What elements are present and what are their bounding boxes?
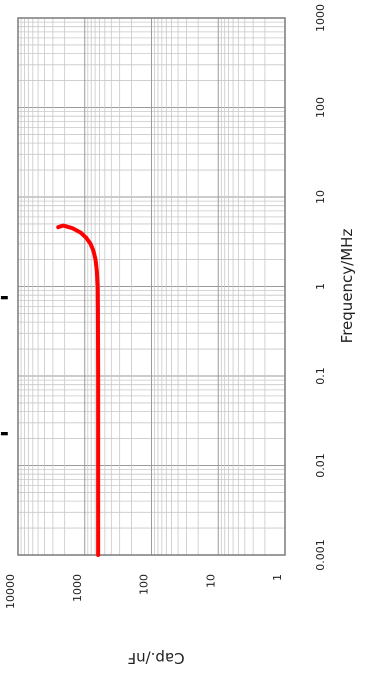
y-tick-label: 1 bbox=[271, 574, 284, 581]
plot-frame bbox=[17, 17, 286, 556]
x-tick-label: 0.1 bbox=[314, 367, 327, 385]
x-axis-title: Frequency/MHz bbox=[338, 229, 356, 344]
y-tick-label: 10000 bbox=[4, 574, 17, 609]
x-tick-label: 100 bbox=[314, 97, 327, 118]
x-tick-label: 0.01 bbox=[314, 453, 327, 478]
x-tick-label: 1 bbox=[314, 283, 327, 290]
left-marker-1: ▬ bbox=[0, 293, 9, 303]
y-tick-label: 10 bbox=[204, 574, 217, 588]
y-tick-label: 100 bbox=[138, 574, 151, 595]
left-marker-2: ▬ bbox=[0, 429, 9, 439]
x-tick-labels: 0.001 0.01 0.1 1 10 100 1000 bbox=[314, 4, 327, 571]
x-tick-label: 0.001 bbox=[314, 539, 327, 571]
y-tick-labels: 1 10 100 1000 10000 bbox=[4, 574, 284, 609]
y-tick-label: 1000 bbox=[71, 574, 84, 602]
series-layer bbox=[56, 223, 101, 557]
x-tick-label: 10 bbox=[314, 190, 327, 204]
series-line bbox=[56, 223, 101, 557]
y-axis-title: Cap./nF bbox=[127, 649, 184, 667]
x-tick-label: 1000 bbox=[314, 4, 327, 32]
grid-lines bbox=[18, 18, 286, 556]
